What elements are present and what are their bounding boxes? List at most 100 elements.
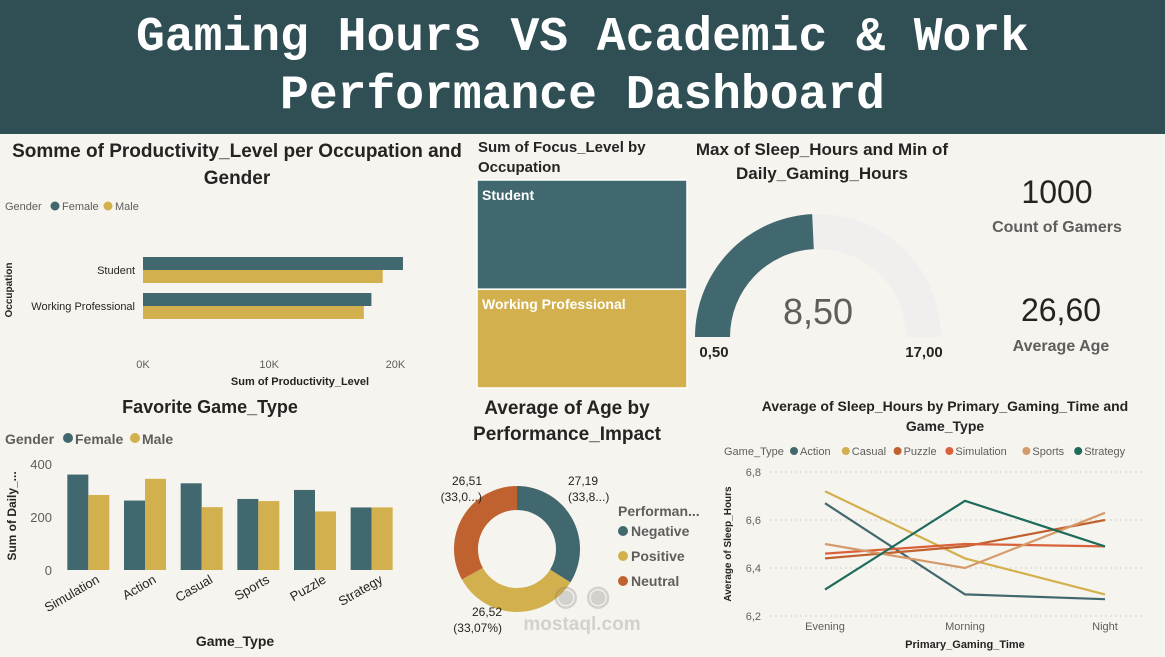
legend-label-positive: Positive [631, 548, 685, 564]
line-strategy [824, 499, 1106, 591]
legend-title: Performan... [618, 503, 700, 519]
count-card-value: 1000 [1021, 174, 1093, 210]
x-axis-label: Game_Type [196, 633, 275, 649]
treemap-tile [476, 179, 688, 290]
gauge-min-label: 0,50 [699, 344, 728, 361]
x-axis-label: Primary_Gaming_Time [905, 639, 1025, 651]
legend-marker-puzzle [893, 447, 902, 455]
line-simulation [824, 542, 1106, 555]
donut-slice-positive [461, 567, 571, 612]
focus-treemap: Student Working Professional [476, 179, 688, 389]
x-axis-label: Sum of Productivity_Level [231, 376, 369, 388]
age-donut-chart: 27,19 (33,8...) 26,52 (33,07%) 26,51 (33,0...… [441, 474, 700, 635]
legend-marker-female [63, 433, 73, 443]
gauge-chart-title: Max of Sleep_Hours and Min of Daily_Gami… [695, 140, 949, 183]
line-puzzle [824, 518, 1106, 560]
bar-female [143, 257, 403, 270]
legend-marker-casual [841, 447, 850, 455]
category-label: Student [97, 265, 135, 277]
legend-marker-neutral [618, 576, 628, 586]
productivity-chart: Gender Female Male Student Working Professio… [4, 201, 406, 388]
treemap-label: Student [482, 187, 534, 203]
age-chart-title: Average of Age by Performance_Impact [473, 398, 661, 445]
legend-label-female: Female [75, 431, 123, 447]
bar-male [371, 507, 393, 570]
age-card-value: 26,60 [1020, 292, 1102, 328]
x-tick-label: Puzzle [287, 572, 328, 605]
y-axis-label: Occupation [4, 262, 15, 317]
legend-title: Game_Type [724, 446, 784, 458]
watermark-logo: ◉ ◉ [553, 580, 611, 611]
x-tick-label: Casual [173, 572, 216, 605]
x-tick-label: Simulation [42, 572, 102, 615]
bar-male [258, 501, 280, 570]
legend-label-neutral: Neutral [631, 573, 679, 589]
category-label: Working Professional [31, 301, 135, 313]
legend-label-casual: Casual [852, 446, 886, 458]
legend-marker-positive [618, 551, 628, 561]
y-axis-label: Sum of Daily_... [5, 471, 19, 560]
bar-female [143, 293, 372, 306]
y-tick-label: 400 [30, 457, 52, 472]
bar-male [145, 478, 166, 570]
x-tick-label: 20K [386, 359, 406, 371]
bar-female [237, 498, 259, 570]
gauge-fill [695, 214, 814, 337]
legend-marker-male [130, 433, 140, 443]
data-label-value: 27,19 [568, 474, 598, 488]
count-card-label: Count of Gamers [992, 219, 1122, 236]
bar-female [180, 483, 202, 570]
focus-chart-title: Sum of Focus_Level by Occupation [478, 139, 646, 176]
x-tick-label: Action [120, 572, 159, 603]
line-casual [824, 490, 1106, 596]
x-tick-label: Strategy [336, 571, 386, 608]
sleep-line-chart: Game_Type Action Casual Puzzle Simulation Spo… [723, 446, 1145, 651]
bar-female [294, 489, 315, 570]
y-tick-label: 6,4 [746, 563, 761, 575]
legend-label-simulation: Simulation [955, 446, 1006, 458]
bar-male [315, 511, 336, 570]
y-tick-label: 6,2 [746, 611, 761, 623]
dashboard-title: Gaming Hours VS Academic & Work Performa… [136, 11, 1029, 123]
sleep-gauge: 8,50 0,50 17,00 [695, 214, 943, 361]
legend-label-female: Female [62, 201, 99, 213]
bar-male [143, 306, 364, 319]
x-tick-label: Morning [945, 621, 985, 633]
legend-marker-male [103, 201, 113, 211]
data-label-value: 26,52 [472, 605, 502, 619]
treemap-label: Working Professional [482, 296, 626, 312]
y-axis-label: Average of Sleep_Hours [723, 486, 734, 602]
legend-marker-strategy [1074, 447, 1083, 455]
gametype-chart-title: Favorite Game_Type [122, 397, 298, 417]
legend-label-sports: Sports [1032, 446, 1064, 458]
legend-label-action: Action [800, 446, 831, 458]
bar-female [67, 474, 89, 570]
legend-marker-negative [618, 526, 628, 536]
legend-label-male: Male [115, 201, 139, 213]
legend-marker-simulation [945, 447, 954, 455]
legend-marker-action [790, 447, 798, 455]
legend-title: Gender [5, 431, 55, 447]
data-label-percent: (33,8...) [568, 490, 609, 504]
bar-female [124, 500, 145, 570]
line-sports [824, 511, 1106, 570]
x-tick-label: Evening [805, 621, 845, 633]
watermark-text: mostaql.com [523, 614, 641, 635]
x-tick-label: 0K [136, 359, 150, 371]
bar-male [201, 507, 223, 570]
data-label-percent: (33,07%) [453, 621, 502, 635]
dashboard-header: Gaming Hours VS Academic & Work Performa… [0, 0, 1165, 134]
treemap-tile [476, 288, 688, 389]
legend-title: Gender [5, 201, 42, 213]
gametype-chart: Gender Female Male 0 200 400 Simulation Action C… [5, 431, 393, 649]
y-tick-label: 6,8 [746, 467, 761, 479]
bar-male [88, 494, 110, 570]
gauge-max-label: 17,00 [905, 344, 943, 361]
productivity-chart-title: Somme of Productivity_Level per Occupati… [12, 141, 462, 189]
x-tick-label: Night [1092, 621, 1118, 633]
line-action [824, 502, 1106, 601]
legend-label-male: Male [142, 431, 173, 447]
gauge-value: 8,50 [783, 291, 853, 332]
donut-slice-neutral [453, 486, 517, 580]
y-tick-label: 0 [45, 563, 52, 578]
